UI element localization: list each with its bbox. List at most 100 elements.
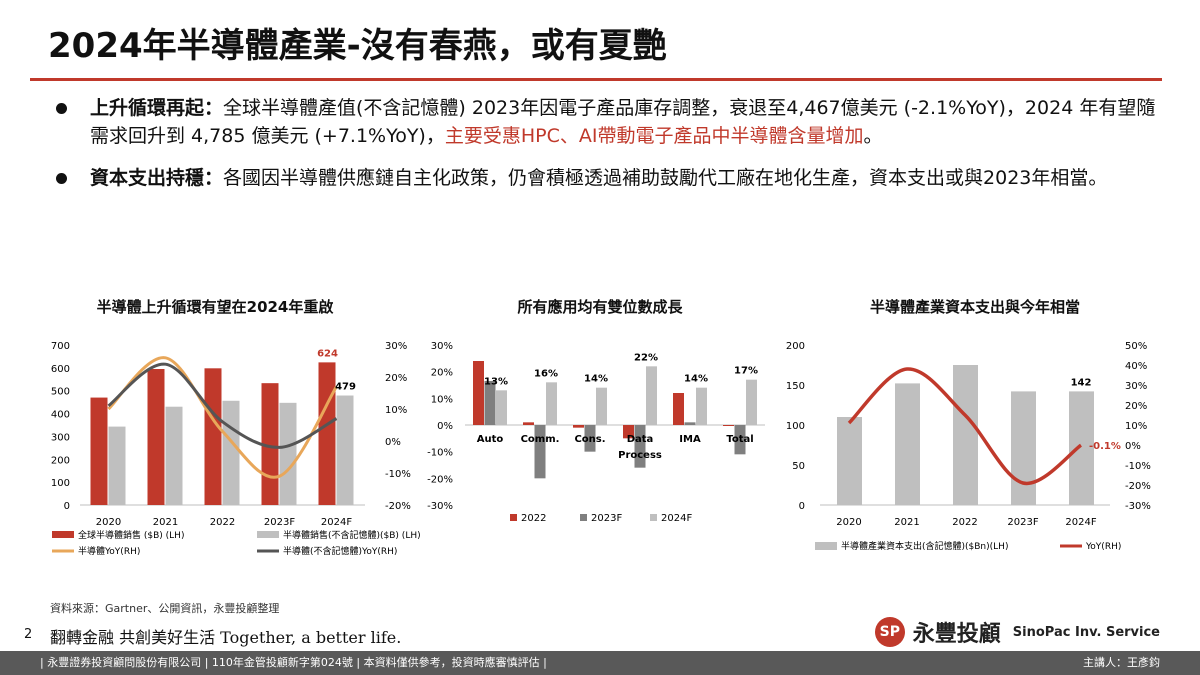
footer-bar: | 永豐證券投資顧問股份有限公司 | 110年金管投顧新字第024號 | 本資料… — [0, 651, 1200, 675]
x-tick-label: Process — [618, 450, 662, 461]
y2-tick-label: 0% — [1125, 441, 1141, 452]
y2-tick-label: 0% — [385, 437, 401, 448]
chart-title: 半導體上升循環有望在2024年重啟 — [96, 298, 334, 316]
legend-label: 半導體YoY(RH) — [78, 545, 140, 557]
y-tick-label: 50 — [792, 461, 805, 472]
series-line — [847, 367, 1083, 485]
bullet-dot-icon — [56, 173, 67, 184]
x-tick-label: IMA — [679, 434, 701, 445]
bar — [318, 362, 336, 505]
bar — [336, 395, 354, 505]
bar — [723, 425, 734, 426]
data-label: 13% — [484, 376, 508, 387]
bar — [484, 381, 496, 425]
data-label: 14% — [584, 374, 608, 385]
bar — [496, 390, 507, 425]
bullet-heading: 資本支出持穩： — [90, 167, 224, 189]
y-tick-label: 600 — [51, 364, 70, 375]
bullet-tail: 。 — [863, 125, 883, 147]
data-label: 142 — [1071, 377, 1092, 388]
y-tick-label: 150 — [786, 381, 805, 392]
x-tick-label: Comm. — [521, 434, 560, 445]
y-tick-label: 400 — [51, 410, 70, 421]
legend-label: 全球半導體銷售 ($B) (LH) — [78, 529, 184, 541]
data-label: 14% — [684, 374, 708, 385]
y-tick-label: 500 — [51, 387, 70, 398]
bar — [573, 425, 584, 428]
x-tick-label: 2022 — [210, 517, 235, 528]
y2-tick-label: -20% — [385, 501, 411, 512]
bullet-text: 各國因半導體供應鏈自主化政策，仍會積極透過補助鼓勵代工廠在地化生產，資本支出或與… — [223, 167, 1108, 189]
bar — [895, 383, 920, 505]
y2-tick-label: 20% — [1125, 401, 1147, 412]
y2-tick-label: 10% — [1125, 421, 1147, 432]
bar — [204, 368, 222, 505]
data-label: -0.1% — [1089, 441, 1121, 452]
bar — [279, 402, 297, 505]
y-tick-label: -10% — [427, 448, 453, 459]
bar — [623, 425, 634, 439]
y2-tick-label: 40% — [1125, 361, 1147, 372]
bullet-list: 上升循環再起：全球半導體產值(不含記憶體) 2023年因電子產品庫存調整，衰退至… — [52, 94, 1162, 206]
chart-title: 半導體產業資本支出與今年相當 — [869, 298, 1080, 316]
bar — [696, 387, 707, 425]
legend-label: 半導體(不含記憶體)YoY(RH) — [283, 545, 397, 557]
x-tick-label: 2022 — [952, 517, 977, 528]
bar — [596, 387, 607, 425]
legend-swatch — [257, 531, 279, 538]
x-tick-label: 2023F — [264, 517, 295, 528]
y-tick-label: 0 — [799, 501, 805, 512]
bar — [634, 425, 646, 468]
legend-label: 2024F — [661, 513, 692, 524]
bar — [746, 379, 757, 425]
bar — [534, 425, 546, 479]
legend-label: 半導體產業資本支出(含記憶體)($Bn)(LH) — [841, 540, 1008, 552]
bullet-heading: 上升循環再起： — [90, 97, 224, 119]
title-divider — [30, 78, 1162, 81]
legend-swatch — [815, 542, 837, 550]
y-tick-label: 700 — [51, 341, 70, 352]
y-tick-label: 20% — [431, 368, 453, 379]
legend-label: 2022 — [521, 513, 546, 524]
chart-title: 所有應用均有雙位數成長 — [517, 298, 683, 316]
bar — [684, 422, 696, 425]
x-tick-label: 2023F — [1007, 517, 1038, 528]
bar — [523, 422, 534, 425]
series-line — [107, 362, 338, 449]
data-label: 22% — [634, 352, 658, 363]
legend-label: 2023F — [591, 513, 622, 524]
x-tick-label: 2021 — [153, 517, 178, 528]
bar — [165, 406, 183, 505]
chart-capex: 0 50 100 150 200 -30% -20% -10% 0% 10% 20% 30% 40% 50… — [786, 341, 1151, 552]
brand-name-cn: 永豐投顧 — [912, 622, 1001, 647]
page-title: 2024年半導體產業-沒有春燕，或有夏艷 — [48, 26, 667, 66]
bar — [734, 425, 746, 455]
bar — [1069, 391, 1094, 505]
y2-tick-label: 30% — [1125, 381, 1147, 392]
brand: SP 永豐投顧 SinoPac Inv. Service — [874, 616, 1160, 648]
y2-tick-label: -20% — [1125, 481, 1151, 492]
slogan: 翻轉金融 共創美好生活 Together, a better life. — [50, 628, 402, 647]
data-label: 16% — [534, 368, 558, 379]
page-number: 2 — [24, 627, 33, 642]
chart-semiconductor-cycle: 0 100 200 300 400 500 600 700 -20% -10% 0% 10% 20% 30… — [51, 341, 420, 557]
y-tick-label: 30% — [431, 341, 453, 352]
y-tick-label: 200 — [51, 455, 70, 466]
bar — [837, 417, 862, 505]
source-note: 資料來源：Gartner、公開資訊，永豐投顧整理 — [50, 602, 280, 615]
y-tick-label: 200 — [786, 341, 805, 352]
y2-tick-label: 30% — [385, 341, 407, 352]
legend-label: YoY(RH) — [1085, 542, 1121, 552]
bar — [147, 369, 165, 505]
x-tick-label: 2020 — [836, 517, 861, 528]
footer-presenter: 主講人：王彥鈞 — [1083, 656, 1160, 669]
bar — [222, 400, 240, 505]
bar — [584, 425, 596, 452]
x-tick-label: 2021 — [894, 517, 919, 528]
y-tick-label: -30% — [427, 501, 453, 512]
bar — [673, 393, 684, 425]
y2-tick-label: 50% — [1125, 341, 1147, 352]
bar — [953, 365, 978, 505]
legend-swatch — [52, 531, 74, 538]
data-label: 624 — [317, 348, 338, 359]
